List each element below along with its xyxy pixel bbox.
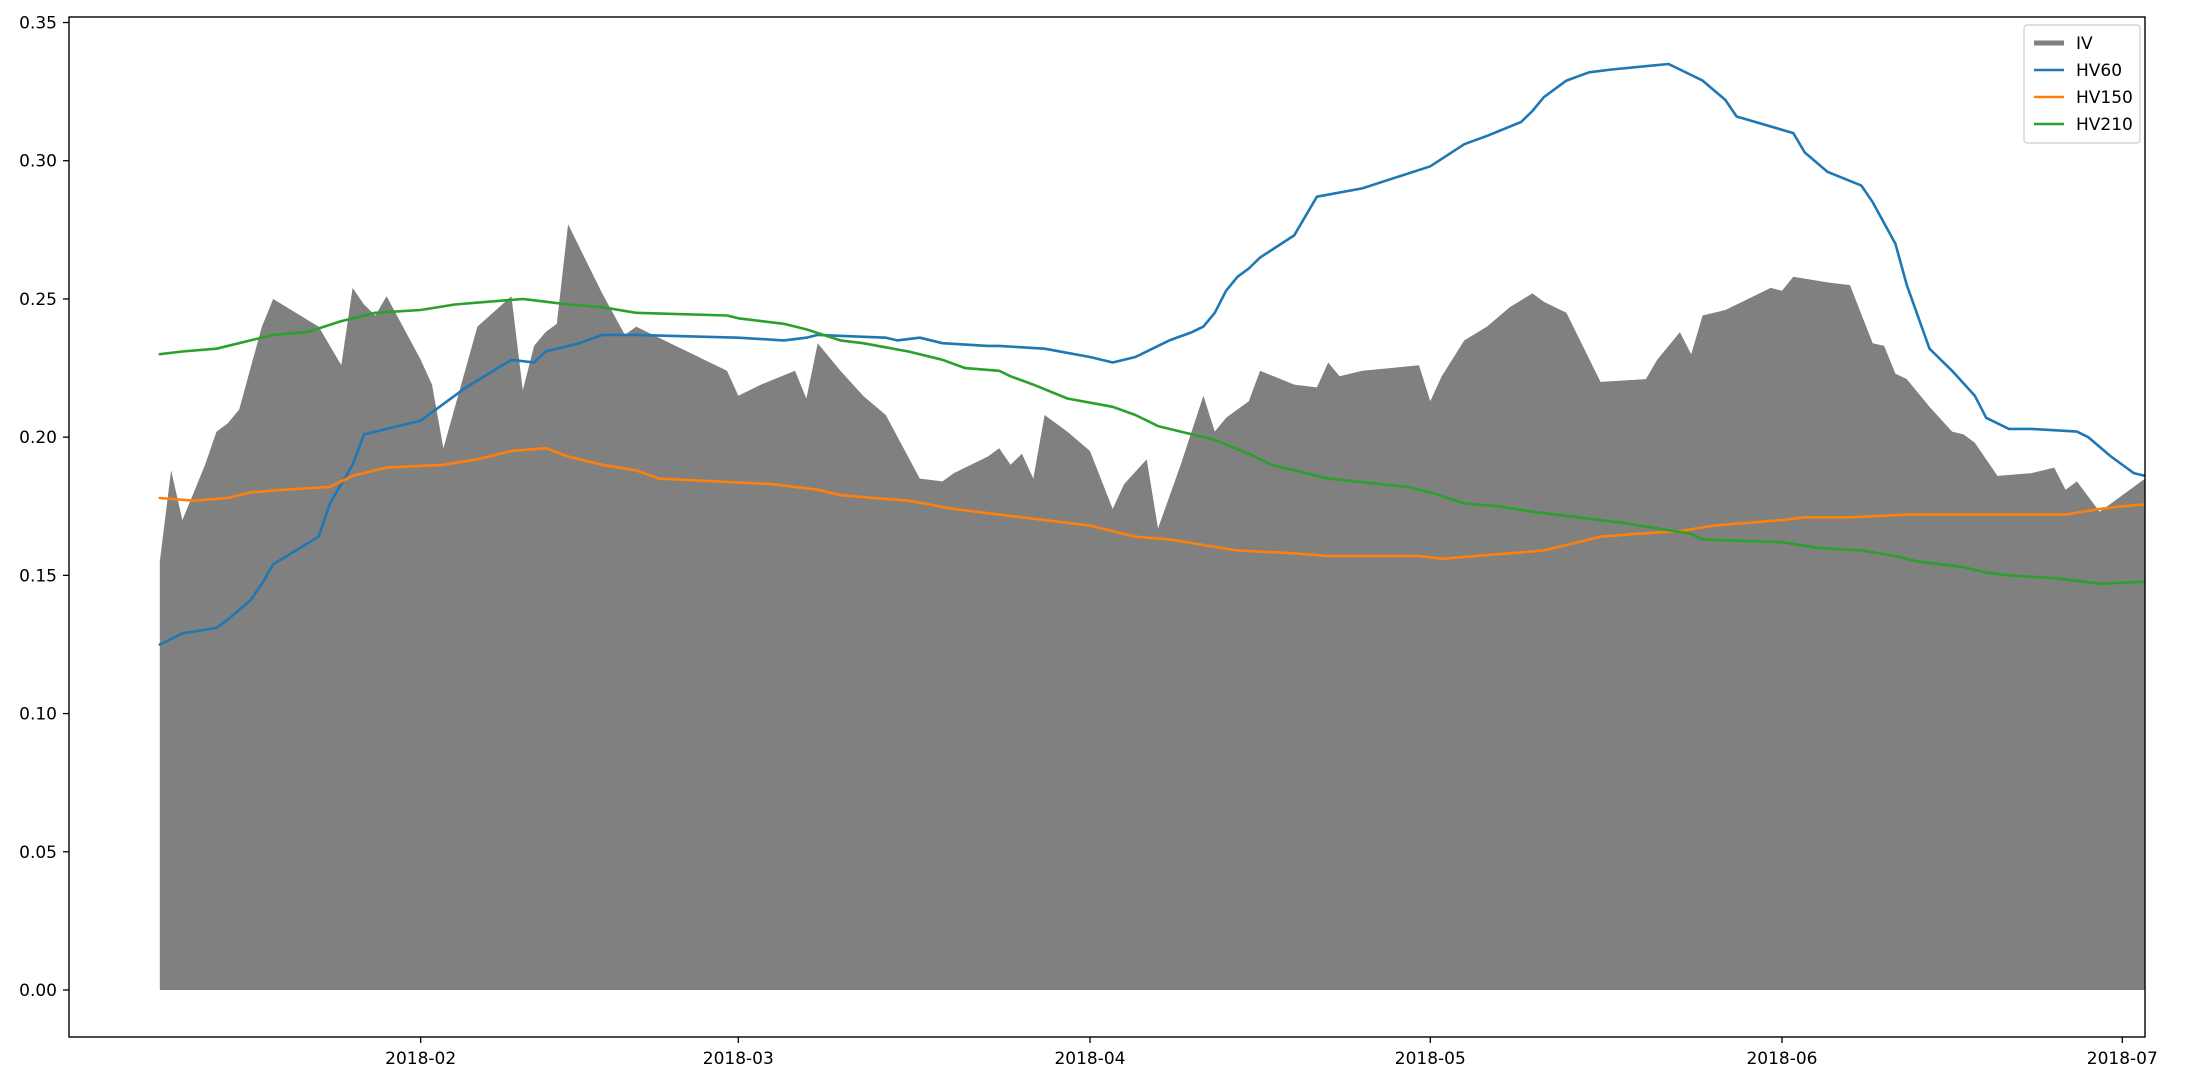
legend-label-hv210: HV210	[2076, 115, 2133, 135]
x-tick-label: 2018-05	[1395, 1049, 1466, 1069]
series-hv150-line	[158, 446, 2145, 561]
y-tick-label: 0.05	[19, 843, 57, 863]
axes: 0.00 0.05 0.10 0.15 0.20 0.25 0.30 0.35 2018-02 2…	[19, 14, 2158, 1069]
y-tick-label: 0.15	[19, 566, 57, 586]
legend-label-hv60: HV60	[2076, 61, 2122, 81]
y-tick-label: 0.20	[19, 428, 57, 448]
y-tick-label: 0.35	[19, 14, 57, 34]
y-tick-label: 0.10	[19, 705, 57, 725]
legend-label-hv150: HV150	[2076, 88, 2133, 108]
x-tick-label: 2018-04	[1054, 1049, 1125, 1069]
series-hv60-line	[158, 62, 2145, 646]
legend-box	[2023, 24, 2141, 144]
y-tick-label: 0.30	[19, 152, 57, 172]
series-hv210-line	[158, 297, 2145, 585]
x-tick-label: 2018-06	[1746, 1049, 1817, 1069]
x-tick-label: 2018-07	[2087, 1049, 2158, 1069]
x-tick-label: 2018-03	[703, 1049, 774, 1069]
y-tick-label: 0.00	[19, 981, 57, 1001]
legend-label-iv: IV	[2076, 34, 2093, 54]
axes-frame	[68, 16, 2146, 1038]
legend: IV HV60 HV150 HV210	[2023, 24, 2141, 144]
series-iv-area	[159, 224, 2145, 990]
plot-area	[158, 62, 2145, 990]
y-tick-label: 0.25	[19, 290, 57, 310]
x-tick-label: 2018-02	[385, 1049, 456, 1069]
